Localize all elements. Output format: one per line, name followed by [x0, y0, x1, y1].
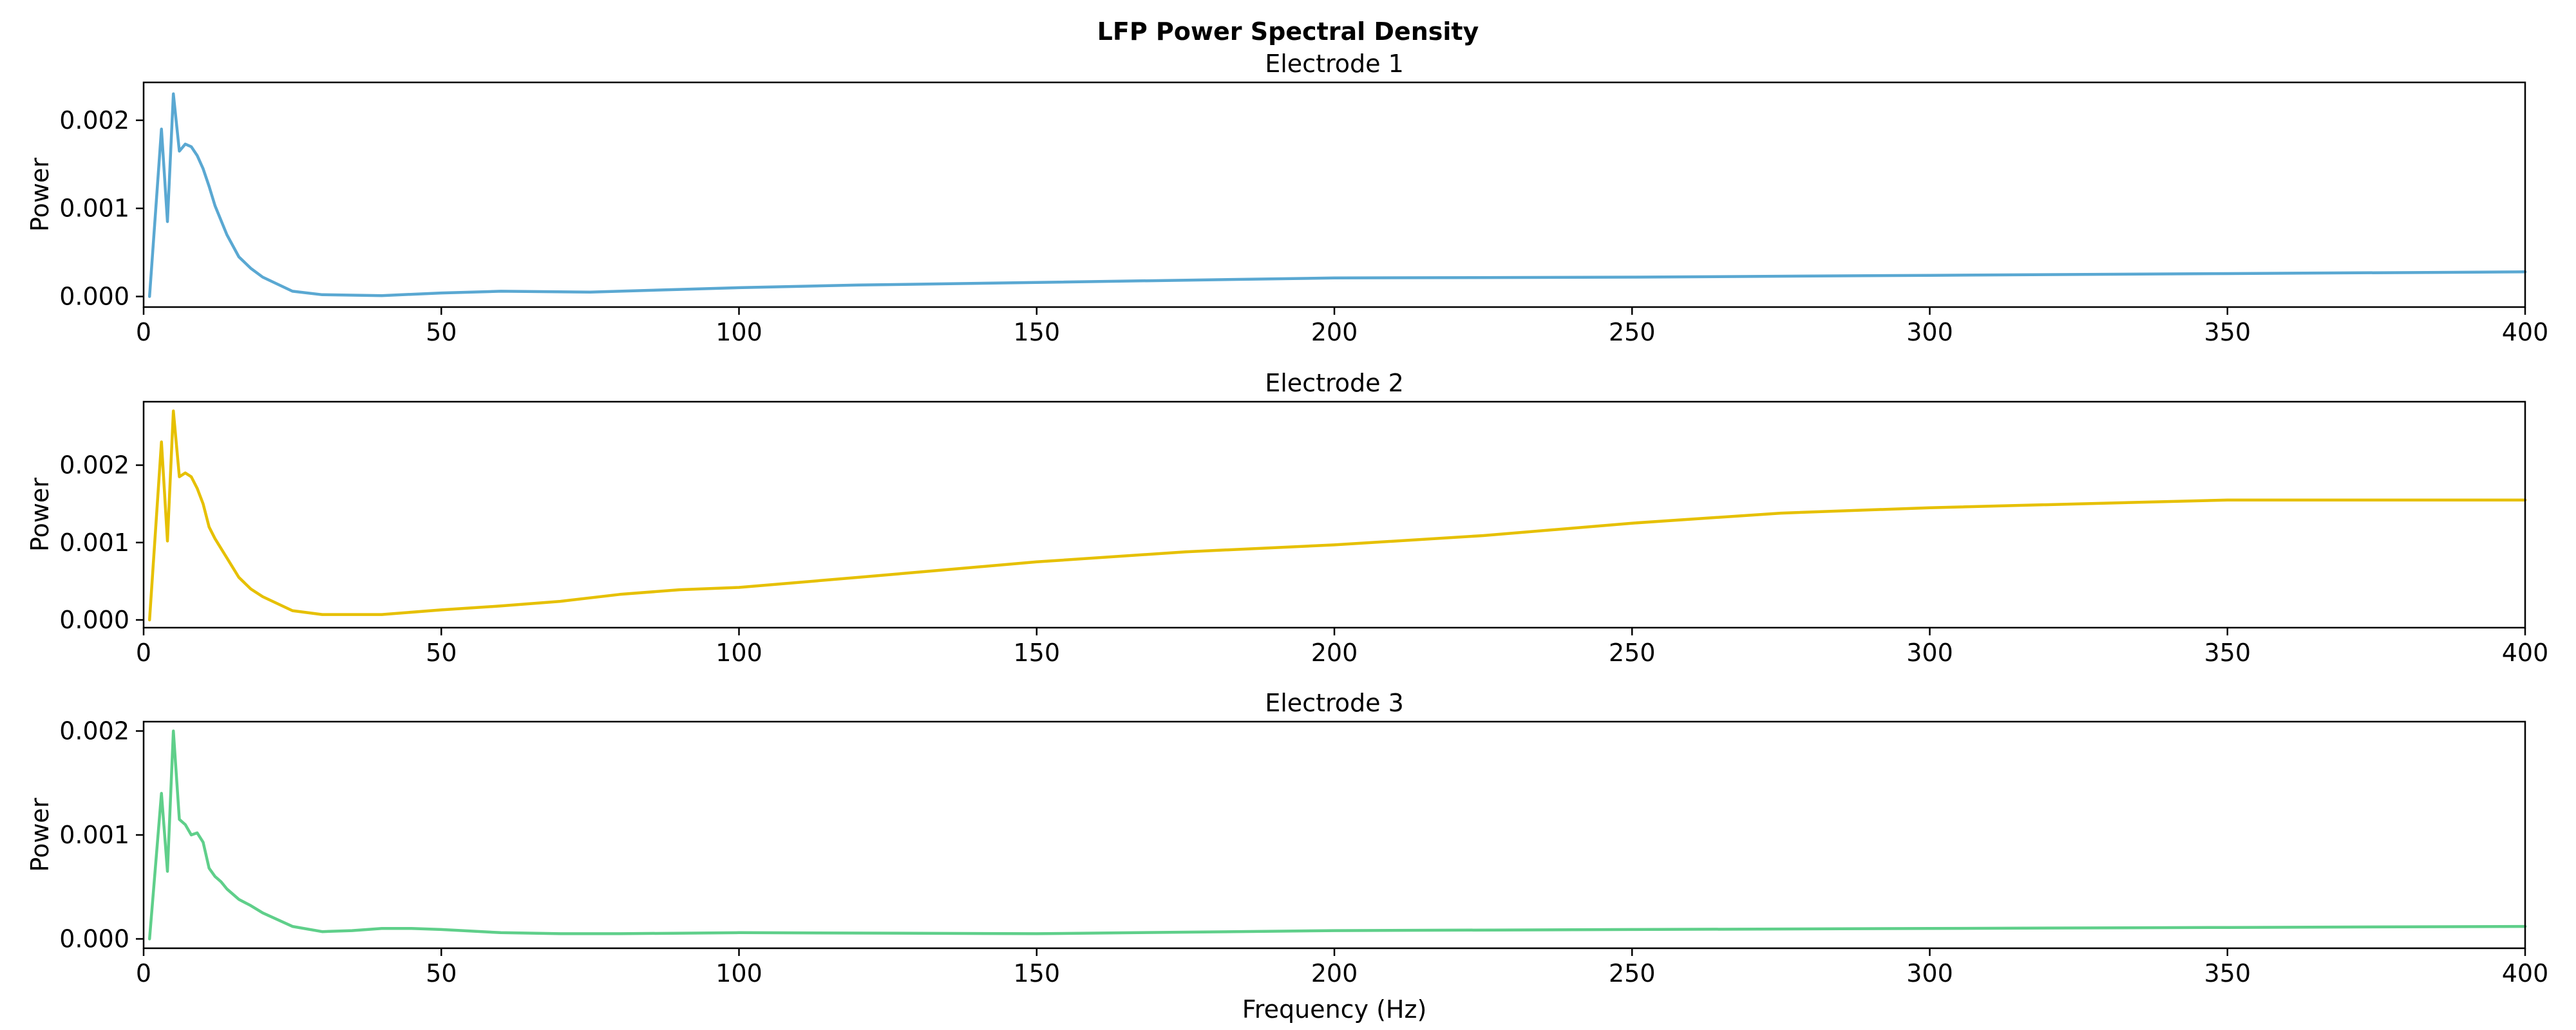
plot-frame	[142, 400, 2526, 629]
x-tick-label: 250	[1609, 318, 1656, 346]
panel-title: Electrode 3	[1265, 689, 1404, 717]
y-tick-label: 0.001	[59, 821, 129, 849]
y-axis-label: Power	[26, 478, 54, 552]
x-tick-label: 200	[1311, 318, 1358, 346]
y-axis-label: Power	[26, 798, 54, 872]
electrode-1-series-line	[147, 92, 2527, 298]
y-tick-label: 0.002	[59, 106, 129, 135]
x-tick-label: 350	[2204, 318, 2251, 346]
x-tick-label: 350	[2204, 639, 2251, 667]
y-tick-label: 0.002	[59, 717, 129, 745]
x-tick-label: 0	[136, 639, 151, 667]
x-tick-label: 400	[2502, 959, 2549, 988]
x-tick-label: 50	[426, 959, 457, 988]
x-tick-label: 250	[1609, 959, 1656, 988]
y-tick-label: 0.001	[59, 194, 129, 223]
y-axis-label: Power	[26, 158, 54, 232]
electrode-2-panel: Electrode 2 0 50 100 150 200 250 300 350 400 0.000…	[26, 369, 2548, 667]
electrode-1-panel: Electrode 1 0 50 100 150 200 250 300 350 400 0.000…	[26, 50, 2548, 346]
plot-frame	[142, 720, 2526, 950]
y-tick-label: 0.000	[59, 606, 129, 634]
x-tick-label: 150	[1013, 639, 1060, 667]
y-tick-label: 0.002	[59, 451, 129, 480]
x-tick-label: 150	[1013, 318, 1060, 346]
x-tick-label: 0	[136, 959, 151, 988]
panel-title: Electrode 1	[1265, 50, 1404, 78]
x-tick-label: 250	[1609, 639, 1656, 667]
x-tick-label: 200	[1311, 959, 1358, 988]
electrode-3-panel: Electrode 3 0 50 100 150 200 250 300 350 400 0.000…	[26, 689, 2548, 1024]
x-tick-label: 100	[715, 639, 762, 667]
x-tick-label: 300	[1906, 639, 1953, 667]
x-tick-label: 50	[426, 639, 457, 667]
x-tick-label: 300	[1906, 959, 1953, 988]
x-tick-label: 150	[1013, 959, 1060, 988]
x-tick-label: 400	[2502, 639, 2549, 667]
y-tick-label: 0.000	[59, 283, 129, 311]
y-tick-label: 0.000	[59, 924, 129, 953]
electrode-3-series-line	[147, 729, 2527, 941]
x-tick-label: 50	[426, 318, 457, 346]
figure-title: LFP Power Spectral Density	[1097, 17, 1479, 46]
x-tick-label: 300	[1906, 318, 1953, 346]
x-tick-label: 100	[715, 318, 762, 346]
panel-title: Electrode 2	[1265, 369, 1404, 397]
x-tick-label: 0	[136, 318, 151, 346]
electrode-2-series-line	[147, 409, 2527, 622]
y-tick-label: 0.001	[59, 529, 129, 557]
x-tick-label: 350	[2204, 959, 2251, 988]
x-axis-label: Frequency (Hz)	[1242, 995, 1427, 1024]
x-tick-label: 100	[715, 959, 762, 988]
x-tick-label: 400	[2502, 318, 2549, 346]
x-tick-label: 200	[1311, 639, 1358, 667]
